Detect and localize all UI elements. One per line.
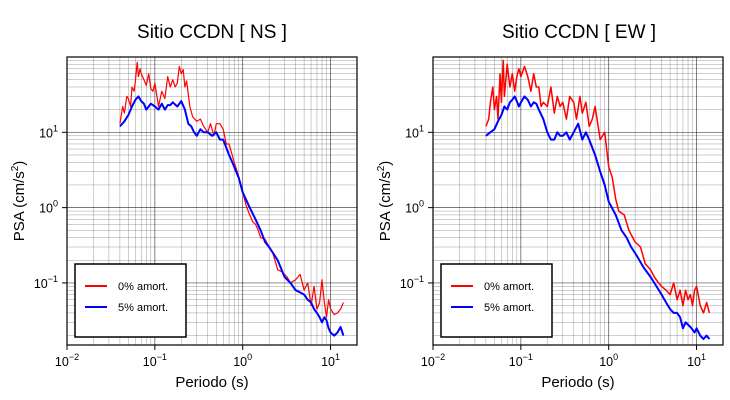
legend: 0% amort. 5% amort. (440, 263, 553, 338)
y-tick-label: 101 (405, 123, 424, 140)
y-tick-label: 101 (39, 123, 58, 140)
chart-title: Sitio CCDN [ EW ] (502, 22, 656, 43)
y-tick-label: 100 (39, 199, 58, 216)
x-tick-label: 10−2 (55, 352, 79, 369)
chart-title: Sitio CCDN [ NS ] (137, 22, 287, 43)
series-line (119, 61, 344, 318)
y-axis-label: PSA (cm/s2) (10, 161, 28, 242)
panel-ew: Sitio CCDN [ EW ] 10−2 10−1 100 101 10−1 100 1… (376, 22, 724, 391)
series-line (485, 95, 711, 340)
legend-label: 5% amort. (118, 302, 168, 314)
x-tick-label: 10−1 (143, 352, 167, 369)
y-axis-label: PSA (cm/s2) (376, 161, 394, 242)
legend-box (440, 263, 553, 338)
x-tick-label: 100 (233, 352, 252, 369)
y-tick-label: 10−1 (34, 274, 58, 291)
x-tick-label: 10−1 (509, 352, 533, 369)
legend-box (74, 263, 187, 338)
y-tick-label: 100 (405, 199, 424, 216)
series-line (119, 95, 345, 337)
x-axis-label: Periodo (s) (175, 374, 248, 391)
legend-label: 5% amort. (484, 302, 534, 314)
plot-frame (432, 56, 724, 346)
legend: 0% amort. 5% amort. (74, 263, 187, 338)
x-tick-label: 100 (599, 352, 618, 369)
legend-label: 0% amort. (484, 281, 534, 293)
y-tick-label: 10−1 (400, 274, 424, 291)
series-line (485, 59, 711, 314)
x-tick-label: 10−2 (421, 352, 445, 369)
x-tick-label: 101 (687, 352, 706, 369)
legend-label: 0% amort. (118, 281, 168, 293)
panel-ns: Sitio CCDN [ NS ] 10−2 10−1 100 101 10−1 100 1… (10, 22, 358, 391)
x-axis-label: Periodo (s) (541, 374, 614, 391)
plot-frame (66, 56, 358, 346)
x-tick-label: 101 (321, 352, 340, 369)
